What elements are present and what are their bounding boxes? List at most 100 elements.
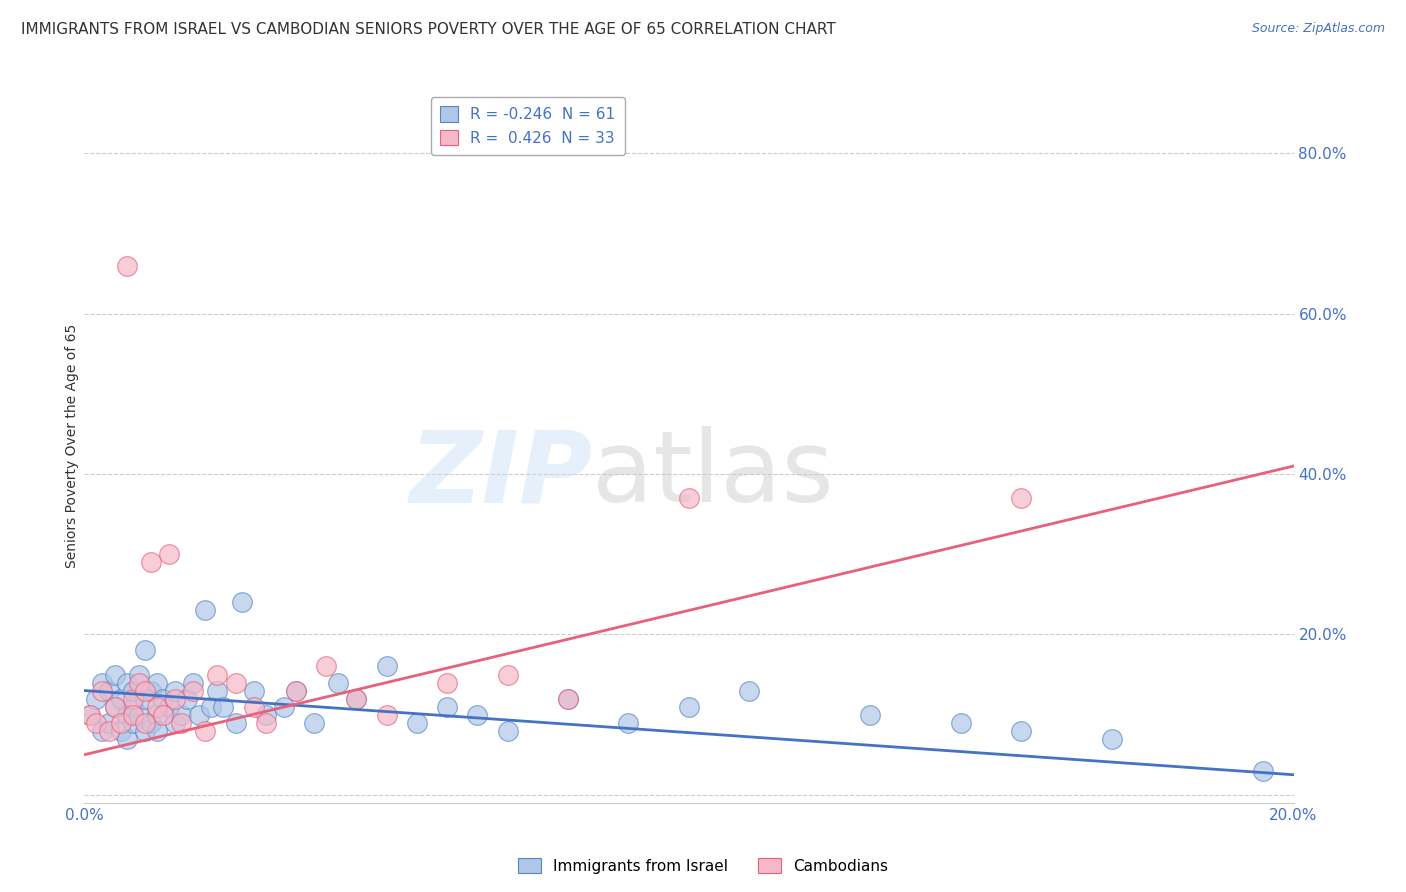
Point [110, 723, 132, 738]
Point [165, 691, 187, 706]
Point [859, 707, 882, 722]
Text: ZIP: ZIP [409, 426, 592, 523]
Point [134, 723, 156, 738]
Legend: Immigrants from Israel, Cambodians: Immigrants from Israel, Cambodians [512, 852, 894, 880]
Point [194, 723, 217, 738]
Text: atlas: atlas [592, 426, 834, 523]
Point [242, 699, 264, 714]
Point [165, 715, 187, 730]
Point [557, 691, 579, 706]
Point [97, 715, 120, 730]
Point [139, 555, 162, 569]
Point [170, 707, 193, 722]
Point [104, 699, 127, 714]
Point [79, 707, 101, 722]
Point [1011, 491, 1033, 505]
Point [346, 691, 368, 706]
Point [91, 723, 114, 738]
Point [139, 683, 162, 698]
Point [406, 715, 429, 730]
Point [134, 715, 156, 730]
Point [225, 715, 247, 730]
Point [285, 683, 308, 698]
Point [134, 691, 156, 706]
Point [134, 643, 156, 657]
Point [157, 547, 180, 561]
Point [170, 715, 193, 730]
Point [165, 683, 187, 698]
Point [678, 491, 700, 505]
Point [738, 683, 761, 698]
Point [950, 715, 973, 730]
Point [91, 683, 114, 698]
Point [86, 715, 108, 730]
Point [121, 715, 143, 730]
Point [188, 707, 211, 722]
Point [225, 675, 247, 690]
Point [181, 675, 204, 690]
Point [302, 715, 325, 730]
Point [200, 699, 222, 714]
Point [328, 675, 350, 690]
Point [678, 699, 700, 714]
Point [1101, 731, 1123, 746]
Point [91, 675, 114, 690]
Point [231, 595, 253, 609]
Point [115, 259, 138, 273]
Point [146, 707, 169, 722]
Point [176, 691, 198, 706]
Point [212, 699, 235, 714]
Text: Source: ZipAtlas.com: Source: ZipAtlas.com [1251, 22, 1385, 36]
Point [346, 691, 368, 706]
Legend: R = -0.246  N = 61, R =  0.426  N = 33: R = -0.246 N = 61, R = 0.426 N = 33 [430, 97, 624, 155]
Point [139, 715, 162, 730]
Point [375, 659, 398, 673]
Point [436, 699, 458, 714]
Point [121, 691, 143, 706]
Point [496, 667, 519, 681]
Point [79, 707, 101, 722]
Point [617, 715, 640, 730]
Point [128, 675, 150, 690]
Point [1011, 723, 1033, 738]
Point [254, 715, 277, 730]
Point [285, 683, 308, 698]
Point [146, 723, 169, 738]
Point [121, 707, 143, 722]
Point [110, 715, 132, 730]
Point [86, 691, 108, 706]
Text: IMMIGRANTS FROM ISRAEL VS CAMBODIAN SENIORS POVERTY OVER THE AGE OF 65 CORRELATI: IMMIGRANTS FROM ISRAEL VS CAMBODIAN SENI… [21, 22, 835, 37]
Point [146, 699, 169, 714]
Point [157, 699, 180, 714]
Point [97, 723, 120, 738]
Point [128, 707, 150, 722]
Point [115, 731, 138, 746]
Point [315, 659, 337, 673]
Point [194, 603, 217, 617]
Point [152, 691, 174, 706]
Point [273, 699, 295, 714]
Point [97, 683, 120, 698]
Point [121, 683, 143, 698]
Point [254, 707, 277, 722]
Point [1253, 764, 1275, 778]
Point [207, 667, 229, 681]
Point [436, 675, 458, 690]
Point [104, 667, 127, 681]
Point [207, 683, 229, 698]
Point [134, 683, 156, 698]
Point [110, 691, 132, 706]
Point [496, 723, 519, 738]
Point [375, 707, 398, 722]
Point [115, 707, 138, 722]
Point [557, 691, 579, 706]
Point [115, 675, 138, 690]
Y-axis label: Seniors Poverty Over the Age of 65: Seniors Poverty Over the Age of 65 [65, 324, 79, 568]
Point [181, 683, 204, 698]
Point [104, 699, 127, 714]
Point [242, 683, 264, 698]
Point [128, 667, 150, 681]
Point [152, 707, 174, 722]
Point [146, 675, 169, 690]
Point [467, 707, 489, 722]
